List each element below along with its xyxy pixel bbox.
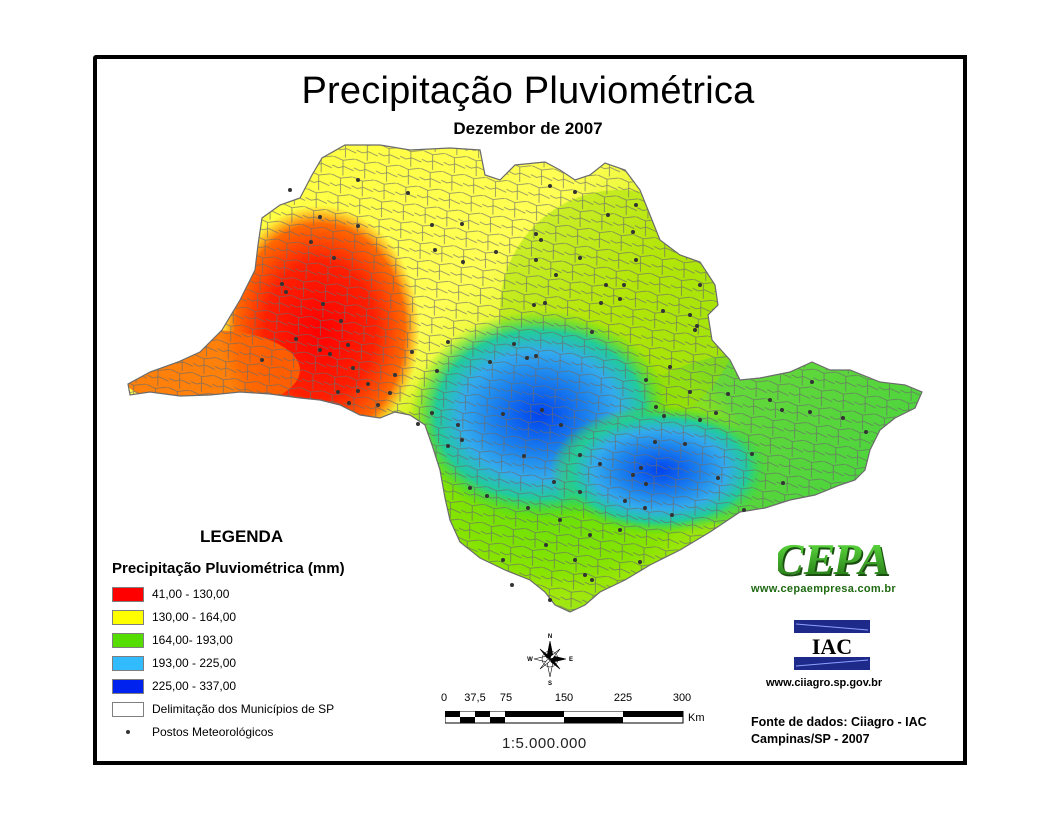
iac-logo: IAC [794,620,870,670]
svg-text:IAC: IAC [812,634,852,659]
compass-south: S [548,681,552,686]
cepa-url: www.cepaempresa.com.br [751,583,896,595]
scale-tick-label: 0 [440,692,448,704]
scale-bar-graphic [445,711,684,724]
legend-item-class-5: 225,00 - 337,00 [112,677,236,695]
legend-label: 130,00 - 164,00 [152,610,237,624]
data-source-credits: Fonte de dados: Ciiagro - IAC Campinas/S… [751,714,927,748]
scale-tick-label: 75 [499,692,513,704]
legend-item-class-2: 130,00 - 164,00 [112,608,236,626]
compass-east: E [569,657,573,663]
scale-tick-label: 300 [672,692,692,704]
legend-label: 193,00 - 225,00 [152,656,237,670]
station-dot-icon [112,730,144,734]
scale-tick-label: 150 [554,692,574,704]
svg-text:CEPA: CEPA [778,534,890,582]
legend-label: Postos Meteorológicos [152,725,274,739]
legend-item-class-4: 193,00 - 225,00 [112,654,236,672]
scale-tick-label: 225 [613,692,633,704]
compass-north: N [548,634,552,640]
compass-west: W [527,657,533,663]
legend-item-class-3: 164,00- 193,00 [112,631,233,649]
svg-text:CEPA: CEPA [778,536,890,582]
legend-label: 225,00 - 337,00 [152,679,237,693]
scale-unit: Km [688,712,705,724]
scale-ratio: 1:5.000.000 [502,735,587,752]
legend-swatch-blue [112,678,144,694]
scale-bar: 0 37,5 75 150 225 300 Km 1:5.000.000 [440,692,730,752]
legend-subtitle: Precipitação Pluviométrica (mm) [112,560,345,577]
legend-item-class-1: 41,00 - 130,00 [112,585,229,603]
weather-stations [260,178,868,602]
scale-tick-label: 37,5 [464,692,486,704]
map-title: Precipitação Pluviométrica [301,70,755,112]
legend-swatch-light-blue [112,655,144,671]
legend-swatch-boundary [112,701,144,717]
legend-label: 41,00 - 130,00 [152,587,230,601]
compass-rose-icon: N S W E [527,634,573,686]
cepa-logo: CEPA CEPA [778,534,890,582]
iac-url: www.ciiagro.sp.gov.br [766,677,883,689]
map-frame [93,55,967,765]
legend-swatch-yellow [112,609,144,625]
legend-swatch-green [112,632,144,648]
legend-label: Delimitação dos Municípios de SP [152,702,335,716]
credits-location-year: Campinas/SP - 2007 [751,732,870,746]
legend-title: LEGENDA [200,527,284,546]
legend-item-boundaries: Delimitação dos Municípios de SP [112,700,334,718]
legend-swatch-red [112,586,144,602]
map-subtitle: Dezembor de 2007 [453,119,603,138]
legend-item-stations: Postos Meteorológicos [112,723,273,741]
credits-source: Fonte de dados: Ciiagro - IAC [751,715,927,729]
legend-label: 164,00- 193,00 [152,633,233,647]
